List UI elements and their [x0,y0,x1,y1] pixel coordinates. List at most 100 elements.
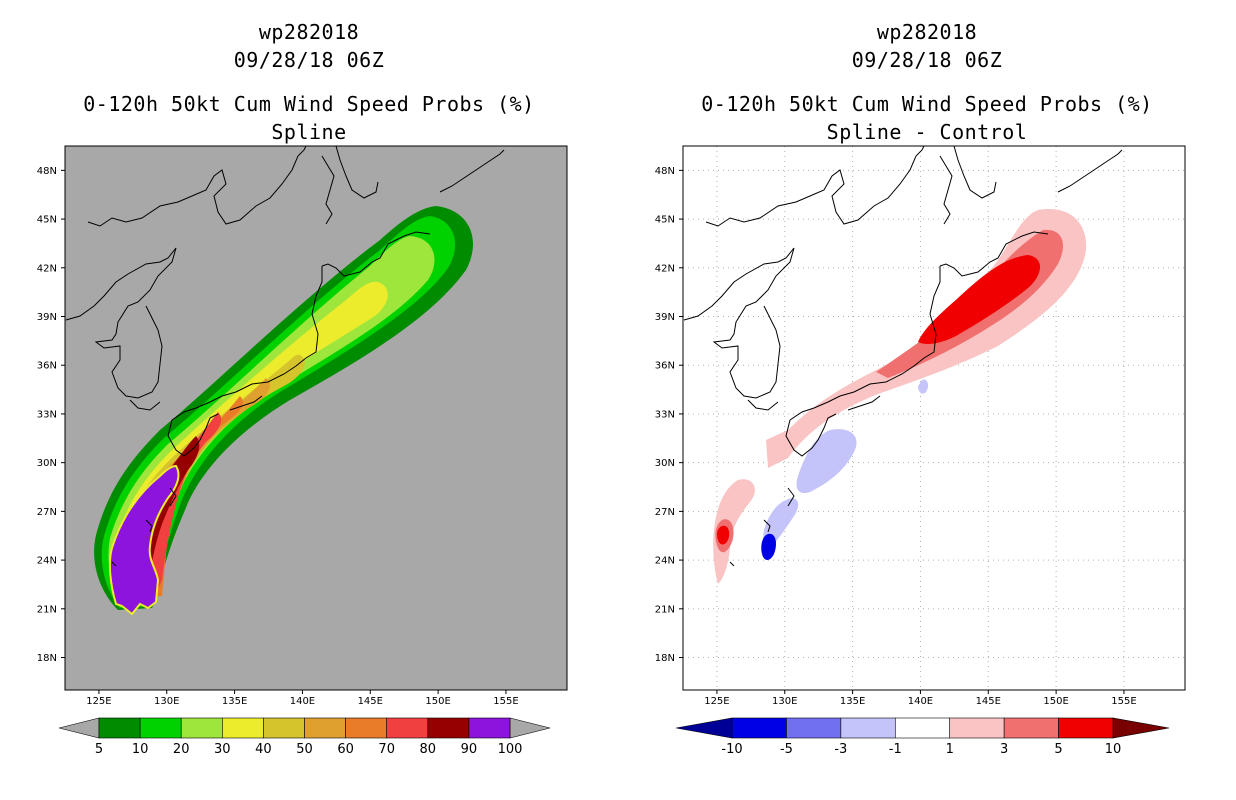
coastline-segment [683,247,795,321]
colorbar-over-triangle [1112,717,1170,739]
colorbar-label: 100 [498,742,523,757]
colorbar-label: 80 [420,742,437,757]
coastline-segment [939,231,1049,277]
lat-tick-label: 21N [37,604,57,615]
diff-neg-5 [761,533,776,560]
colorbar-label: 10 [1105,742,1122,757]
lon-tick-label: 135E [222,696,247,707]
colorbar-swatch [304,717,346,739]
lat-tick-label: 33N [655,409,675,420]
coastlines [683,146,1123,567]
coastline-segment [321,155,335,225]
lon-tick-label: 155E [493,696,518,707]
colorbar-label: 70 [378,742,395,757]
lon-tick-label: 130E [772,696,797,707]
colorbar-label: 5 [95,742,103,757]
left-panel: wp282018 09/28/18 06Z 0-120h 50kt Cum Wi… [37,20,568,757]
colorbar-label: 1 [946,742,954,757]
lon-tick-label: 125E [704,696,729,707]
lon-tick-label: 150E [1043,696,1068,707]
coastline-segment [94,247,177,399]
colorbar-label: 3 [1000,742,1008,757]
colorbar-label: 60 [337,742,354,757]
diff-neg-1 [796,429,857,494]
difference-map: 48N 45N 42N 39N 36N 33N 30N 27N 24N 21N 18N 125E 130… [655,145,1186,757]
lat-tick-label: 30N [655,458,675,469]
coastline-segment [65,247,177,321]
coastline-segment [1057,149,1123,193]
diff-pos-5 [918,255,1041,344]
coastline-segment [129,399,161,411]
prob-band-90-100 [108,464,180,616]
coastline-segment [712,247,795,399]
coastline-segment [167,413,219,457]
lat-tick-label: 42N [37,263,57,274]
coastline-segment [789,266,941,421]
coastline-segment [939,155,953,225]
colorbar-under-triangle [675,717,733,739]
coastline-segment [229,395,263,411]
colorbar-swatch [263,717,305,739]
lon-tick-label: 145E [976,696,1001,707]
colorbar-swatch [894,717,951,739]
diff-neg-1-spot [918,379,929,394]
colorbar-label: 5 [1054,742,1062,757]
coastlines [65,146,505,567]
colorbar-swatch [731,717,787,739]
map-frame [64,145,568,691]
lon-tick-label: 145E [358,696,383,707]
lon-tick-label: 125E [86,696,111,707]
colorbar-swatch [222,717,264,739]
colorbar-swatch [840,717,896,739]
colorbar-label: 90 [461,742,478,757]
lon-tick-label: 140E [908,696,933,707]
colorbar: 5 10 20 30 40 50 60 70 80 90 100 [58,717,551,757]
storm-id-title: wp282018 [258,20,360,44]
subtitle: Spline - Control [826,120,1028,144]
colorbar-swatch [1058,717,1114,739]
coastline-segment [87,146,307,227]
colorbar-label: -5 [780,742,793,757]
coastline-segment [439,149,505,193]
map-background [683,146,1185,690]
colorbar-over-triangle [509,717,551,739]
colorbar-swatch [427,717,470,739]
colorbar-swatch [345,717,388,739]
lat-tick-label: 36N [655,361,675,372]
product-title: 0-120h 50kt Cum Wind Speed Probs (%) [83,92,535,116]
coastline-segment [953,146,997,199]
lat-tick-label: 42N [655,263,675,274]
colorbar-label: 20 [173,742,190,757]
right-panel: wp282018 09/28/18 06Z 0-120h 50kt Cum Wi… [618,0,1236,800]
axis-labels: 48N 45N 42N 39N 36N 33N 30N 27N 24N 21N 18N 125E 130… [655,166,1137,707]
axis-labels: 48N 45N 42N 39N 36N 33N 30N 27N 24N 21N 18N 125E 130… [37,166,519,707]
colorbar-label: -10 [721,742,742,757]
lat-tick-label: 24N [37,556,57,567]
subtitle: Spline [271,120,347,144]
lat-tick-label: 48N [655,166,675,177]
map-frame [682,145,1186,691]
lon-tick-label: 150E [425,696,450,707]
coastline-segment [705,146,925,227]
coastline-segment [335,146,379,199]
lat-tick-label: 39N [37,312,57,323]
colorbar-under-triangle [58,717,100,739]
lat-tick-label: 39N [655,312,675,323]
colorbar-swatch [949,717,1005,739]
diff-pos-1-south [713,479,755,584]
coastline-segment [171,266,323,421]
lat-tick-label: 27N [37,507,57,518]
coastline-segment [169,487,177,507]
lon-tick-label: 140E [290,696,315,707]
colorbar-swatch [386,717,429,739]
colorbar-swatch [139,717,182,739]
colorbar-swatch [98,717,141,739]
lon-tick-label: 130E [154,696,179,707]
datetime-title: 09/28/18 06Z [233,48,385,72]
lat-tick-label: 33N [37,409,57,420]
coastline-segment [111,561,117,567]
coastline-segment [321,231,431,277]
colorbar-label: 10 [132,742,149,757]
colorbar: -10 -5 -3 -1 1 3 5 10 [675,717,1170,757]
lat-tick-label: 21N [655,604,675,615]
